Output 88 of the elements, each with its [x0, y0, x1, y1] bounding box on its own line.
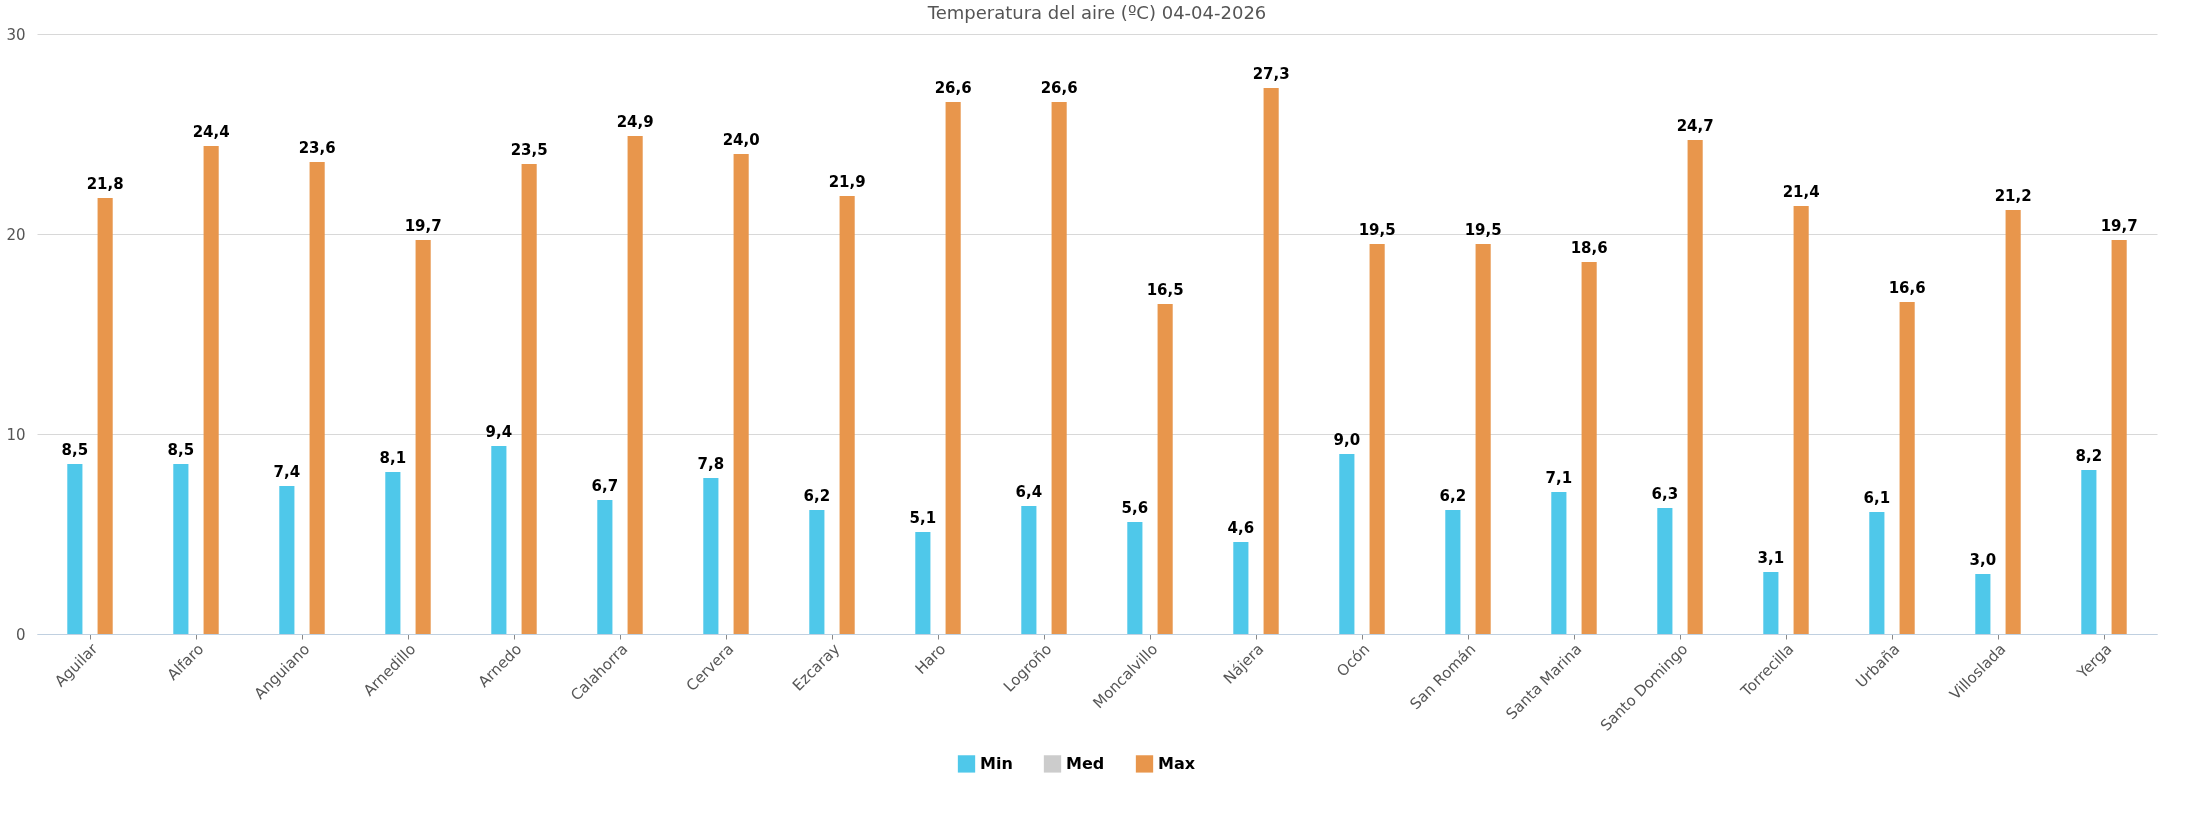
data-label: 5,6	[1121, 499, 1149, 517]
data-label: 6,1	[1863, 489, 1891, 507]
bar	[1475, 244, 1491, 634]
bar	[203, 146, 219, 634]
bar	[915, 532, 931, 634]
data-label: 19,5	[1358, 221, 1396, 239]
bar	[309, 162, 325, 634]
bar	[1657, 508, 1673, 634]
data-label: 9,4	[485, 423, 513, 441]
data-label: 21,2	[1994, 187, 2032, 205]
data-label: 19,7	[2100, 217, 2138, 235]
bar	[945, 102, 961, 634]
bar	[491, 446, 507, 634]
bar	[733, 154, 749, 634]
data-label: 24,9	[616, 113, 654, 131]
data-label: 6,3	[1651, 485, 1679, 503]
bar	[1445, 510, 1461, 634]
bar	[627, 136, 643, 634]
data-label: 16,6	[1888, 279, 1926, 297]
y-tick-label: 30	[6, 25, 26, 44]
bar	[2005, 210, 2021, 634]
data-label: 24,0	[722, 131, 760, 149]
bar	[415, 240, 431, 634]
data-label: 4,6	[1227, 519, 1255, 537]
data-label: 7,8	[697, 455, 725, 473]
bar	[385, 472, 401, 634]
bar	[1233, 542, 1249, 634]
data-label: 8,5	[167, 441, 195, 459]
data-label: 21,9	[828, 173, 866, 191]
bar	[1687, 140, 1703, 634]
bar	[1793, 206, 1809, 634]
data-label: 7,1	[1545, 469, 1573, 487]
data-label: 9,0	[1333, 431, 1361, 449]
bar	[1975, 574, 1991, 634]
y-tick-label: 10	[6, 425, 26, 444]
bar	[1051, 102, 1067, 634]
chart-title: Temperatura del aire (ºC) 04-04-2026	[926, 2, 1267, 23]
data-label: 24,7	[1676, 117, 1714, 135]
data-label: 8,5	[61, 441, 89, 459]
bar	[2111, 240, 2127, 634]
data-label: 8,1	[379, 449, 407, 467]
data-label: 18,6	[1570, 239, 1608, 257]
data-label: 23,6	[298, 139, 336, 157]
data-label: 7,4	[273, 463, 301, 481]
bar	[809, 510, 825, 634]
bar	[1581, 262, 1597, 634]
y-tick-label: 20	[6, 225, 26, 244]
legend-label: Med	[1066, 753, 1105, 773]
data-label: 26,6	[1040, 79, 1078, 97]
data-label: 21,4	[1782, 183, 1820, 201]
data-label: 23,5	[510, 141, 548, 159]
bar	[1551, 492, 1567, 634]
legend-label: Min	[980, 753, 1013, 773]
bar	[1127, 522, 1143, 634]
bar	[1339, 454, 1355, 634]
bar	[703, 478, 719, 634]
data-label: 19,5	[1464, 221, 1502, 239]
bar	[279, 486, 295, 634]
data-label: 6,7	[591, 477, 619, 495]
data-label: 5,1	[909, 509, 937, 527]
bar	[1021, 506, 1037, 634]
data-label: 6,4	[1015, 483, 1043, 501]
data-label: 6,2	[803, 487, 831, 505]
data-label: 3,1	[1757, 549, 1785, 567]
data-label: 27,3	[1252, 65, 1290, 83]
bar	[97, 198, 113, 634]
data-label: 26,6	[934, 79, 972, 97]
bar	[521, 164, 537, 634]
bar	[1263, 88, 1279, 634]
bar	[2081, 470, 2097, 634]
bar	[173, 464, 189, 634]
bar	[1763, 572, 1779, 634]
bar	[1157, 304, 1173, 634]
data-label: 8,2	[2075, 447, 2103, 465]
data-label: 21,8	[86, 175, 124, 193]
bar	[67, 464, 83, 634]
bar	[1899, 302, 1915, 634]
bar	[839, 196, 855, 634]
data-label: 3,0	[1969, 551, 1997, 569]
legend-label: Max	[1158, 753, 1196, 773]
y-tick-label: 0	[15, 625, 26, 644]
data-label: 6,2	[1439, 487, 1467, 505]
data-label: 19,7	[404, 217, 442, 235]
data-label: 16,5	[1146, 281, 1184, 299]
data-label: 24,4	[192, 123, 230, 141]
bar	[1369, 244, 1385, 634]
bar	[597, 500, 613, 634]
bar	[1869, 512, 1885, 634]
